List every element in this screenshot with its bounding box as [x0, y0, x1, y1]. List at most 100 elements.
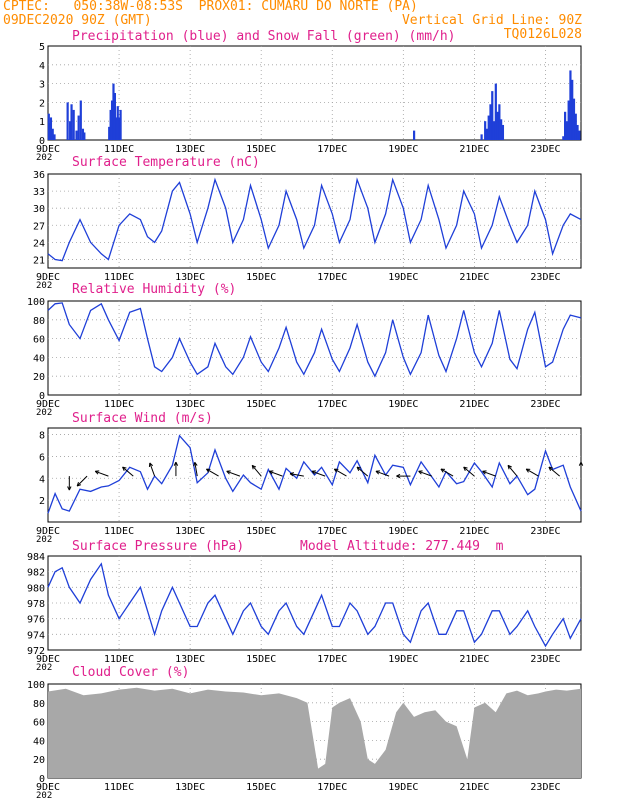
pres-date-tick: 15DEC	[246, 654, 276, 665]
wind-arrow	[251, 465, 262, 477]
precip-bar	[572, 98, 576, 140]
wind-arrow-head	[463, 466, 468, 469]
precip-bar	[49, 117, 53, 140]
precip-bar	[500, 119, 503, 140]
header-grid-line: Vertical Grid Line: 90Z	[401, 13, 582, 28]
wind-ytick: 4	[39, 474, 45, 485]
precip-bar	[485, 128, 489, 140]
pres-date-tick: 19DEC	[388, 654, 418, 665]
pres-ytick: 972	[27, 646, 45, 657]
wind-arrow-head	[289, 473, 294, 477]
rh-ytick: 60	[33, 335, 45, 346]
wind-arrow	[269, 470, 283, 477]
wind-arrow-head	[77, 484, 82, 487]
pres-frame	[47, 555, 582, 651]
wind-title: Surface Wind (m/s)	[72, 411, 213, 426]
precip-bar	[489, 104, 492, 140]
precip-frame	[47, 45, 582, 141]
wind-date-tick: 13DEC	[175, 526, 205, 537]
wind-arrow-head	[525, 468, 529, 473]
temp-ytick: 30	[33, 204, 45, 215]
precip-bar	[487, 115, 490, 140]
precip-bar	[53, 134, 56, 140]
rh-series-line	[47, 302, 582, 378]
wind-arrow-head	[356, 466, 362, 469]
wind-arrow-head	[122, 466, 125, 471]
wind-arrow	[122, 466, 134, 477]
pres-altitude: Model Altitude: 277.449 m	[300, 539, 504, 554]
cloud-date-tick: 19DEC	[388, 782, 418, 793]
wind-arrow	[95, 470, 109, 477]
wind-arrow-head	[269, 470, 273, 475]
wind-arrow-head	[580, 461, 584, 466]
precip-date-tick: 9DEC	[36, 144, 60, 155]
cloud-year-fragment: 202	[36, 791, 52, 800]
precip-bar	[109, 109, 112, 140]
wind-arrow-head	[94, 470, 99, 475]
precip-date-tick: 15DEC	[246, 144, 276, 155]
wind-arrow	[375, 470, 390, 477]
wind-arrow	[356, 466, 369, 477]
pres-date-tick: 21DEC	[459, 654, 489, 665]
wind-arrow	[206, 468, 219, 477]
wind-arrow-head	[149, 462, 154, 467]
cloud-date-tick: 23DEC	[530, 782, 560, 793]
cloud-ytick: 20	[33, 755, 45, 766]
wind-arrow-head	[418, 470, 422, 475]
pres-series-line	[47, 562, 582, 648]
precip-bar	[83, 132, 86, 140]
wind-arrow	[76, 475, 88, 487]
rh-ytick: 80	[33, 316, 45, 327]
temp-frame	[47, 173, 582, 269]
wind-arrow-head	[356, 466, 360, 471]
wind-arrow-head	[396, 475, 401, 479]
wind-arrow-head	[193, 462, 196, 467]
precip-bar	[81, 128, 85, 140]
cloud-ytick: 80	[33, 699, 45, 710]
precip-ytick: 3	[39, 80, 45, 91]
precip-bar	[565, 121, 568, 140]
wind-arrow-head	[206, 468, 210, 473]
wind-arrow-head	[548, 466, 553, 469]
precip-bar	[574, 113, 577, 140]
rh-year-fragment: 202	[36, 408, 52, 418]
precip-ytick: 1	[39, 117, 45, 128]
precip-date-tick: 19DEC	[388, 144, 418, 155]
wind-arrow	[194, 462, 198, 477]
header-line1: CPTEC: 050:38W-08:53S PROX01: CUMARU DO …	[3, 0, 418, 14]
wind-year-fragment: 202	[36, 535, 52, 545]
wind-arrow	[507, 465, 518, 477]
wind-arrow-head	[311, 470, 316, 475]
wind-date-tick: 17DEC	[317, 526, 347, 537]
wind-arrow-head	[122, 466, 127, 469]
precip-date-tick: 17DEC	[317, 144, 347, 155]
wind-ytick: 8	[39, 431, 45, 442]
precip-bar	[492, 121, 496, 140]
temp-series-line	[47, 177, 582, 262]
wind-arrow-head	[375, 470, 380, 475]
precip-bar	[484, 121, 487, 140]
pres-date-tick: 23DEC	[530, 654, 560, 665]
wind-date-tick: 23DEC	[530, 526, 560, 537]
temp-ytick: 36	[33, 170, 45, 181]
cloud-ytick: 0	[39, 774, 45, 785]
wind-series-line	[47, 434, 582, 514]
pres-ytick: 974	[27, 630, 45, 641]
cloud-ytick: 40	[33, 736, 45, 747]
wind-arrow-head	[333, 468, 338, 473]
precip-bar	[75, 130, 78, 140]
precip-title: Precipitation (blue) and Snow Fall (gree…	[72, 29, 456, 44]
temp-ytick: 21	[33, 255, 45, 266]
cloud-date-tick: 9DEC	[36, 782, 60, 793]
precip-bar	[77, 115, 80, 140]
precip-bar	[66, 102, 69, 140]
wind-arrow	[226, 470, 241, 477]
precip-ytick: 0	[39, 136, 45, 147]
wind-arrow-head	[578, 461, 582, 466]
wind-arrow-head	[175, 461, 179, 466]
precip-date-tick: 23DEC	[530, 144, 560, 155]
precip-bar	[578, 130, 581, 140]
wind-date-tick: 15DEC	[246, 526, 276, 537]
pres-ytick: 976	[27, 615, 45, 626]
